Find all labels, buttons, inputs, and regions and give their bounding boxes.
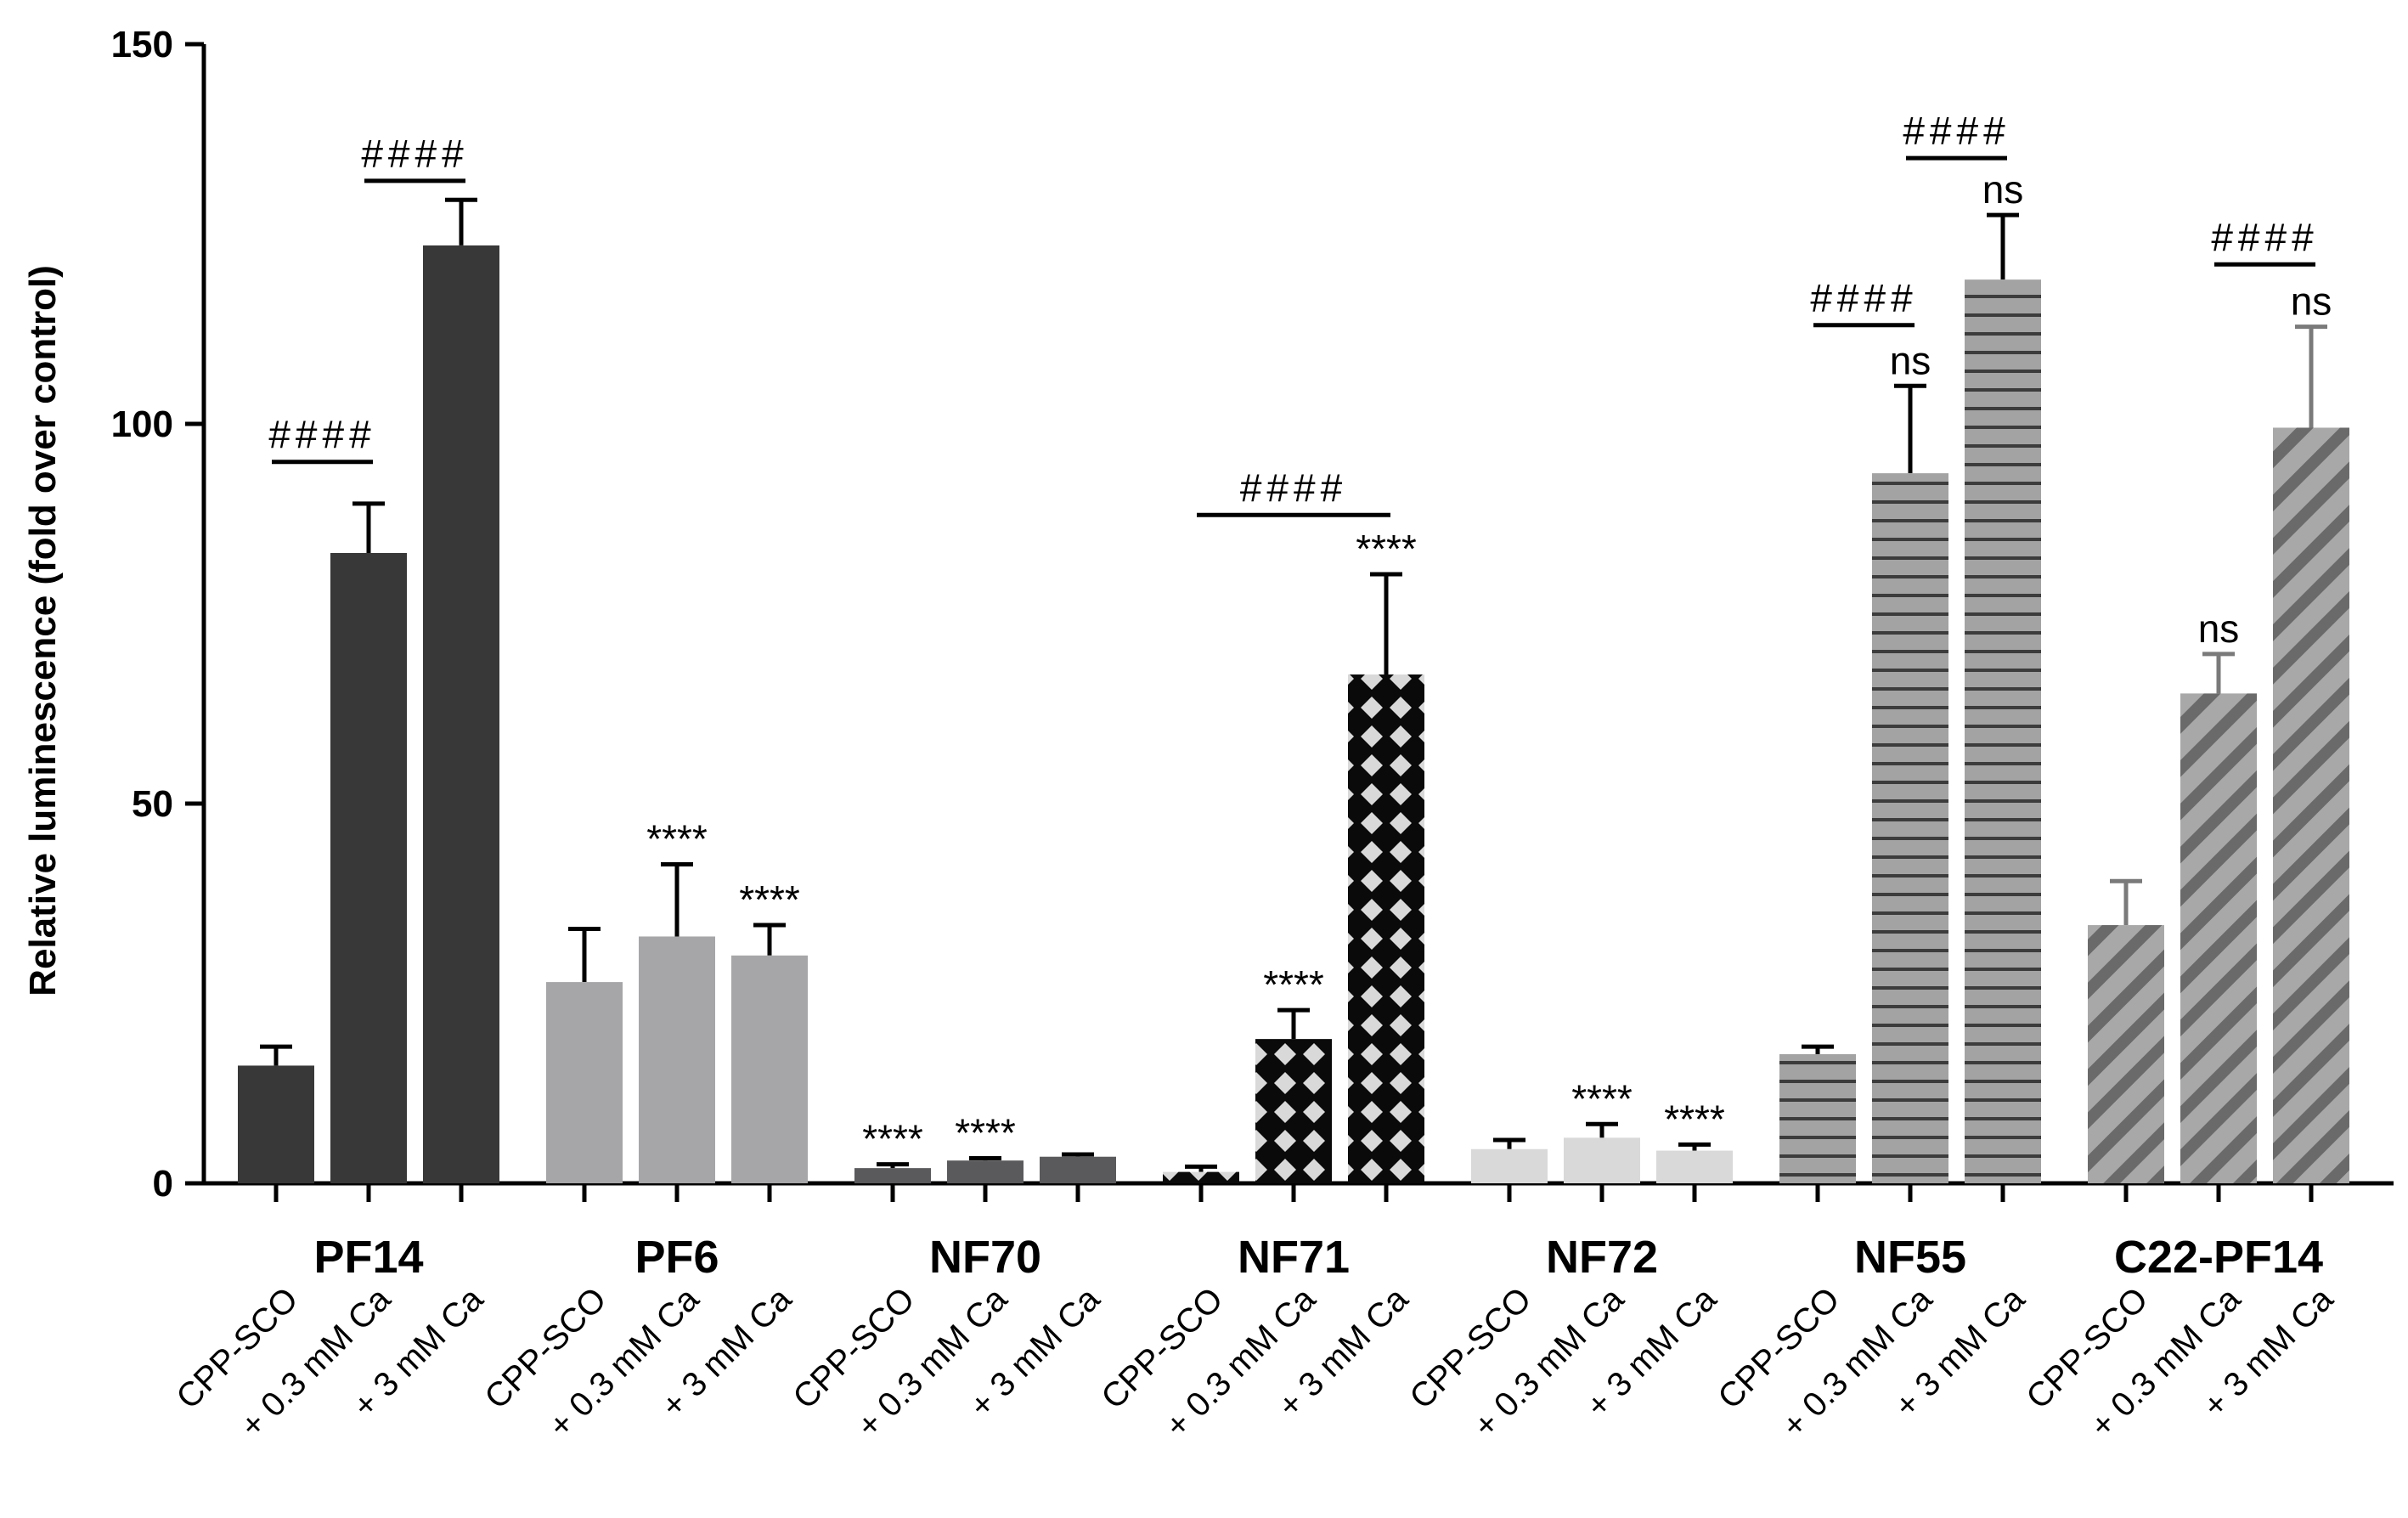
y-tick-label: 50 — [132, 783, 173, 825]
bar — [639, 936, 715, 1183]
plot-area: 0 50 100 150 Relative luminescence (fold ove… — [22, 24, 2394, 1445]
bar — [1348, 674, 1424, 1183]
comparison-label: #### — [268, 413, 375, 457]
bar — [1471, 1148, 1548, 1183]
bar — [1656, 1150, 1733, 1183]
bar — [1872, 473, 1948, 1183]
significance-label: **** — [1356, 527, 1417, 571]
significance-label: **** — [739, 878, 800, 922]
bar — [2180, 693, 2257, 1183]
significance-label: ns — [2198, 607, 2240, 651]
significance-label: **** — [646, 817, 708, 861]
y-tick-label: 100 — [111, 403, 173, 445]
significance-label: **** — [955, 1110, 1016, 1154]
group-label: PF14 — [313, 1232, 423, 1283]
significance-label: **** — [1263, 962, 1324, 1007]
comparison-label: #### — [361, 132, 468, 176]
bar — [854, 1168, 931, 1183]
bar — [947, 1160, 1024, 1183]
comparison-label: #### — [1903, 109, 2010, 153]
group-label: NF72 — [1546, 1232, 1658, 1283]
bar — [1965, 279, 2041, 1183]
bar — [1779, 1054, 1856, 1183]
group-label: PF6 — [634, 1232, 719, 1283]
comparison-label: #### — [2211, 215, 2318, 259]
significance-label: ns — [1982, 167, 2024, 212]
y-tick-label: 150 — [111, 24, 173, 65]
bar — [2273, 427, 2349, 1184]
group-label: NF70 — [929, 1232, 1041, 1283]
group-label: NF71 — [1238, 1232, 1350, 1283]
bar — [1040, 1156, 1116, 1183]
bar — [330, 552, 407, 1183]
bar — [1564, 1137, 1640, 1183]
bar — [731, 955, 808, 1183]
significance-label: **** — [1571, 1076, 1633, 1120]
bar — [1163, 1171, 1239, 1183]
significance-label: **** — [1664, 1097, 1725, 1141]
y-axis-label: Relative luminescence (fold over control… — [22, 265, 64, 996]
comparison-label: #### — [1810, 276, 1917, 320]
significance-label: ns — [1890, 338, 1931, 382]
bar — [546, 982, 623, 1183]
bar — [1255, 1039, 1332, 1183]
bar — [2088, 925, 2164, 1183]
bar — [238, 1065, 314, 1183]
group-label: NF55 — [1854, 1232, 1966, 1283]
significance-label: **** — [862, 1117, 923, 1161]
group-label: C22-PF14 — [2114, 1232, 2323, 1283]
bar — [423, 245, 499, 1183]
y-tick-label: 0 — [153, 1163, 173, 1205]
significance-label: ns — [2291, 279, 2332, 324]
comparison-label: #### — [1240, 466, 1347, 510]
